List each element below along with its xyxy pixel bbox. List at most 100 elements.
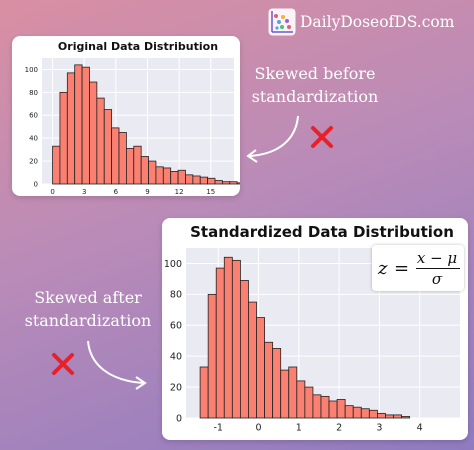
histogram-bar: [215, 267, 225, 419]
y-tick-label: 100: [164, 259, 182, 270]
x-tick-label: 6: [114, 188, 119, 196]
dot-scatter-logo-icon: [268, 8, 296, 36]
y-tick-label: 60: [170, 321, 182, 332]
note-line: standardization: [251, 87, 379, 106]
histogram-bar: [221, 181, 231, 185]
original-distribution-chart: Original Data Distribution 0 20 40 60 80 100 0…: [25, 40, 240, 196]
brand: DailyDoseofDS.com: [268, 8, 468, 38]
chart-title: Original Data Distribution: [58, 40, 218, 53]
x-tick-label: 4: [417, 423, 423, 434]
original-chart-card: Original Data Distribution 0 20 40 60 80 100 0…: [12, 36, 240, 196]
histogram-bar: [207, 293, 217, 419]
note-line: Skewed before: [254, 64, 376, 83]
histogram-bar: [312, 394, 322, 419]
y-tick-label: 0: [34, 180, 38, 188]
histogram-bar: [385, 414, 394, 419]
y-tick-label: 80: [29, 89, 38, 97]
chart-title: Standardized Data Distribution: [190, 223, 454, 241]
y-tick-label: 60: [29, 112, 38, 120]
x-tick-label: 3: [82, 188, 86, 196]
histogram-bar: [256, 317, 265, 419]
histogram-bar: [368, 409, 378, 419]
histogram-bar: [89, 81, 98, 185]
histogram-bar: [185, 174, 194, 185]
histogram-bar: [177, 169, 186, 185]
histogram-bar: [304, 386, 314, 419]
histogram-bar: [328, 400, 338, 419]
histogram-bar: [207, 177, 216, 185]
brand-name: DailyDoseofDS.com: [300, 13, 455, 31]
histogram-bar: [148, 160, 157, 185]
red-x-icon: [311, 126, 333, 148]
histogram-bar: [401, 416, 411, 419]
formula-lhs: z: [378, 258, 388, 279]
histogram-bar: [103, 109, 113, 185]
histogram-bar: [111, 127, 120, 185]
histogram-bar: [336, 399, 346, 419]
histogram-bar: [296, 380, 306, 419]
histogram-bar: [223, 256, 233, 419]
histogram-bar: [199, 366, 209, 419]
histogram-bar: [248, 301, 257, 419]
note-line: Skewed after: [34, 288, 142, 307]
histogram-bar: [280, 369, 290, 419]
histogram-bar: [96, 97, 105, 185]
y-tick-label: 80: [170, 290, 182, 301]
curved-arrow-icon: [246, 115, 299, 163]
x-tick-label: 9: [145, 188, 149, 196]
formula-numerator: x − μ: [416, 249, 458, 267]
x-tick-label: 15: [206, 188, 215, 196]
x-tick-label: 3: [376, 423, 382, 434]
formula-equals: =: [394, 258, 410, 279]
histogram-bar: [214, 180, 223, 185]
histogram-bar: [199, 176, 209, 185]
histogram-bar: [118, 132, 127, 185]
histogram-bar: [170, 170, 179, 185]
x-tick-label: 12: [175, 188, 184, 196]
histogram-bar: [288, 366, 298, 419]
skewed-after-note: Skewed after standardization: [18, 286, 158, 332]
histogram-bar: [74, 64, 83, 185]
histogram-bar: [320, 395, 330, 419]
histogram-bar: [59, 91, 68, 185]
formula-fraction-bar: [416, 268, 460, 270]
histogram-bar: [239, 280, 249, 419]
histogram-bar: [360, 408, 370, 419]
histogram-bar: [236, 182, 240, 185]
histogram-bar: [229, 181, 238, 185]
curved-arrow-icon: [87, 340, 147, 390]
z-score-formula: z = x − μ σ: [372, 245, 464, 291]
y-tick-label: 20: [29, 158, 38, 166]
standardized-chart-card: Standardized Data Distribution 0 20 40 60 80…: [162, 218, 468, 440]
histogram-bar: [264, 341, 274, 419]
histogram-bar: [272, 348, 282, 419]
histogram-bar: [192, 175, 201, 185]
x-tick-label: 1: [296, 423, 302, 434]
histogram-bar: [125, 148, 135, 185]
histogram-bar: [155, 166, 164, 185]
x-tick-label: 0: [256, 423, 262, 434]
histogram-bar: [376, 412, 386, 419]
histogram-bar: [81, 66, 90, 185]
histogram-bar: [162, 167, 172, 185]
skewed-before-note: Skewed before standardization: [245, 62, 385, 108]
x-tick-label: 2: [336, 423, 342, 434]
histogram-bar: [393, 414, 402, 419]
histogram-bar: [344, 405, 354, 419]
y-tick-label: 100: [25, 66, 38, 74]
histogram-bar: [140, 156, 149, 185]
histogram-bar: [52, 145, 61, 185]
y-tick-label: 20: [170, 382, 182, 393]
histogram-bar: [352, 406, 362, 419]
red-x-icon: [52, 353, 74, 375]
y-tick-label: 40: [170, 352, 182, 363]
y-tick-label: 40: [29, 135, 38, 143]
histogram-bar: [133, 145, 142, 185]
histogram-bar: [66, 72, 76, 185]
histogram-bar: [231, 259, 241, 419]
x-tick-label: -1: [213, 423, 222, 434]
note-line: standardization: [24, 311, 152, 330]
x-tick-label: 0: [50, 188, 54, 196]
y-tick-label: 0: [176, 413, 182, 424]
formula-denominator: σ: [431, 270, 443, 288]
